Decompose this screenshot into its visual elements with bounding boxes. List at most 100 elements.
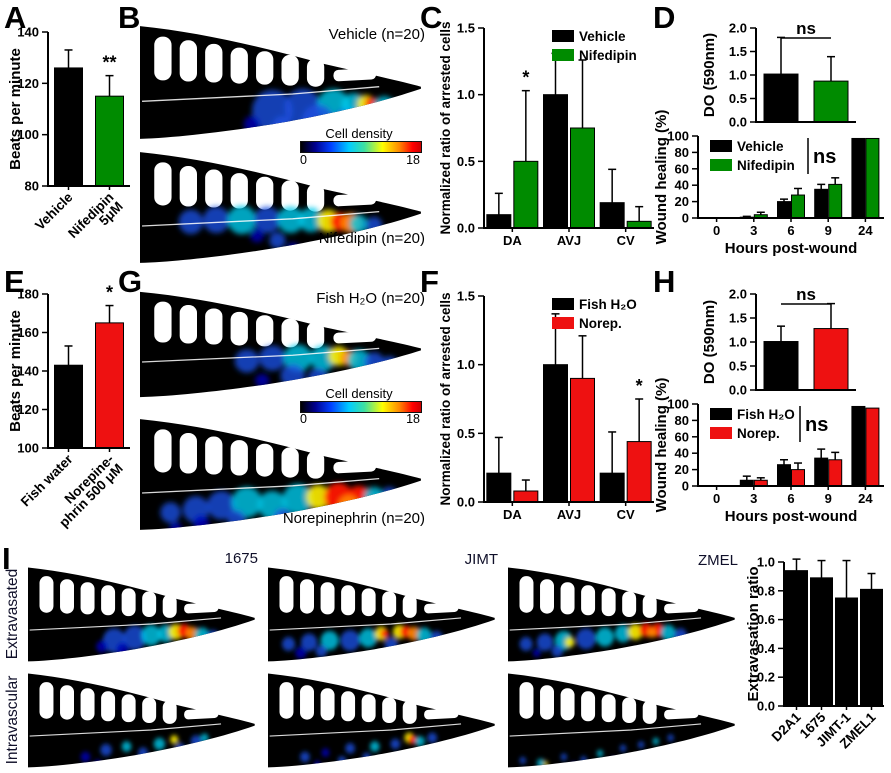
heatmap-1675-intravascular [28, 673, 255, 768]
colorbar-min-2: 0 [300, 412, 307, 426]
panel-letter-e: E [4, 264, 25, 299]
svg-text:6: 6 [787, 491, 794, 506]
svg-text:Vehicle: Vehicle [737, 139, 784, 154]
heatmap-norepinephrin [140, 419, 421, 530]
svg-text:ns: ns [813, 146, 836, 168]
svg-text:1.5: 1.5 [457, 21, 475, 36]
svg-text:9: 9 [825, 223, 832, 238]
heatmap-zmel-extravasated [508, 567, 735, 662]
svg-text:40: 40 [675, 178, 689, 193]
svg-text:Wound healing (%): Wound healing (%) [653, 378, 670, 513]
svg-text:AVJ: AVJ [557, 507, 581, 522]
svg-text:CV: CV [617, 233, 635, 248]
svg-text:0.8: 0.8 [757, 583, 775, 598]
svg-text:Beats per minute: Beats per minute [7, 48, 24, 170]
svg-text:3: 3 [750, 491, 757, 506]
svg-text:100: 100 [667, 129, 689, 144]
svg-text:0: 0 [713, 223, 720, 238]
svg-text:ns: ns [796, 285, 816, 304]
heatmap-1675-extravasated [28, 567, 255, 662]
cell-density-colorbar [300, 141, 422, 153]
svg-text:60: 60 [675, 161, 689, 176]
svg-text:DO (590nm): DO (590nm) [701, 300, 718, 384]
svg-text:0: 0 [713, 491, 720, 506]
heatmap-label-fish-h2o: Fish H₂O (n=20) [316, 290, 425, 307]
svg-text:**: ** [102, 53, 116, 73]
svg-text:3: 3 [750, 223, 757, 238]
svg-text:80: 80 [675, 145, 689, 160]
svg-text:ns: ns [805, 414, 828, 436]
chart-extravasation-ratio: 0.00.20.40.60.81.0D2A11675JIMT-1ZMEL1Ext… [745, 555, 884, 751]
svg-text:120: 120 [17, 76, 39, 91]
svg-text:ns: ns [796, 19, 816, 38]
svg-text:80: 80 [675, 413, 689, 428]
chart-do-nifedipin: 0.0 0.5 1.0 1.5 2.0 DO (590nm) ns [701, 19, 856, 130]
svg-text:Extravasation ratio: Extravasation ratio [745, 566, 762, 701]
heatmap-label-nifedipin: Nifedipin (n=20) [318, 230, 425, 247]
svg-text:*: * [522, 68, 529, 88]
svg-text:180: 180 [17, 287, 39, 302]
svg-text:40: 40 [675, 446, 689, 461]
svg-text:20: 20 [675, 462, 689, 477]
panel-letter-f: F [420, 264, 439, 299]
svg-text:Vehicle: Vehicle [579, 29, 626, 44]
svg-text:120: 120 [17, 402, 39, 417]
chart-arrested-cells-norepinephrin: 0.0 0.5 1.0 1.5 DA AVJ CV Normalized ratio of a… [438, 289, 654, 522]
heatmap-label-vehicle: Vehicle (n=20) [328, 26, 425, 43]
svg-text:D2A1: D2A1 [769, 709, 804, 744]
colorbar-max-2: 18 [406, 412, 420, 426]
svg-text:2.0: 2.0 [729, 21, 747, 36]
chart-do-norepinephrin: 0.0 0.5 1.0 1.5 2.0 DO (590nm) ns [701, 285, 856, 398]
colorbar-title-2: Cell density [325, 386, 393, 401]
svg-text:24: 24 [858, 491, 873, 506]
svg-text:60: 60 [675, 429, 689, 444]
svg-text:160: 160 [17, 325, 39, 340]
svg-text:1.0: 1.0 [457, 357, 475, 372]
svg-text:CV: CV [617, 507, 635, 522]
col-label-1675: 1675 [224, 550, 258, 567]
heatmap-jimt-extravasated [268, 567, 495, 662]
col-label-jimt: JIMT [464, 551, 498, 568]
panel-letter-a: A [4, 0, 27, 35]
svg-text:Nifedipin: Nifedipin [737, 158, 795, 173]
svg-text:0.5: 0.5 [729, 359, 747, 374]
svg-text:100: 100 [667, 397, 689, 412]
row-label-intravascular: Intravascular [4, 675, 21, 765]
svg-text:Wound healing (%): Wound healing (%) [653, 110, 670, 245]
colorbar-min: 0 [300, 153, 307, 167]
heatmap-vehicle [140, 26, 421, 139]
panel-letter-h: H [653, 264, 676, 299]
svg-text:0.0: 0.0 [757, 699, 775, 714]
svg-text:1.5: 1.5 [729, 44, 747, 59]
colorbar-title: Cell density [325, 126, 393, 141]
svg-text:Beats per minute: Beats per minute [7, 310, 24, 432]
svg-text:Hours post-wound: Hours post-wound [725, 508, 857, 525]
svg-text:2.0: 2.0 [729, 287, 747, 302]
svg-text:20: 20 [675, 194, 689, 209]
svg-text:0.5: 0.5 [729, 91, 747, 106]
svg-text:AVJ: AVJ [557, 233, 581, 248]
svg-text:0.0: 0.0 [457, 221, 475, 236]
svg-text:0.5: 0.5 [457, 154, 475, 169]
svg-text:Fish H₂O: Fish H₂O [737, 407, 795, 422]
svg-text:DA: DA [503, 507, 522, 522]
svg-text:Norep.: Norep. [737, 426, 780, 441]
heatmap-nifedipin [140, 152, 421, 263]
svg-text:140: 140 [17, 25, 39, 40]
panel-letter-b: B [118, 0, 141, 35]
chart-arrested-cells-nifedipin: 0.0 0.5 1.0 1.5 DA AVJ CV Normalized ratio of a… [438, 21, 654, 248]
svg-text:Hours post-wound: Hours post-wound [725, 240, 857, 257]
svg-text:1.0: 1.0 [757, 555, 775, 570]
svg-text:Normalized ratio of arrested c: Normalized ratio of arrested cells [438, 21, 453, 234]
svg-text:*: * [106, 283, 113, 303]
svg-text:0: 0 [682, 211, 689, 226]
svg-text:9: 9 [825, 491, 832, 506]
svg-text:1.5: 1.5 [457, 289, 475, 304]
heatmap-label-norepinephrin: Norepinephrin (n=20) [282, 510, 425, 527]
svg-text:0.5: 0.5 [457, 426, 475, 441]
svg-text:0.0: 0.0 [729, 115, 747, 130]
